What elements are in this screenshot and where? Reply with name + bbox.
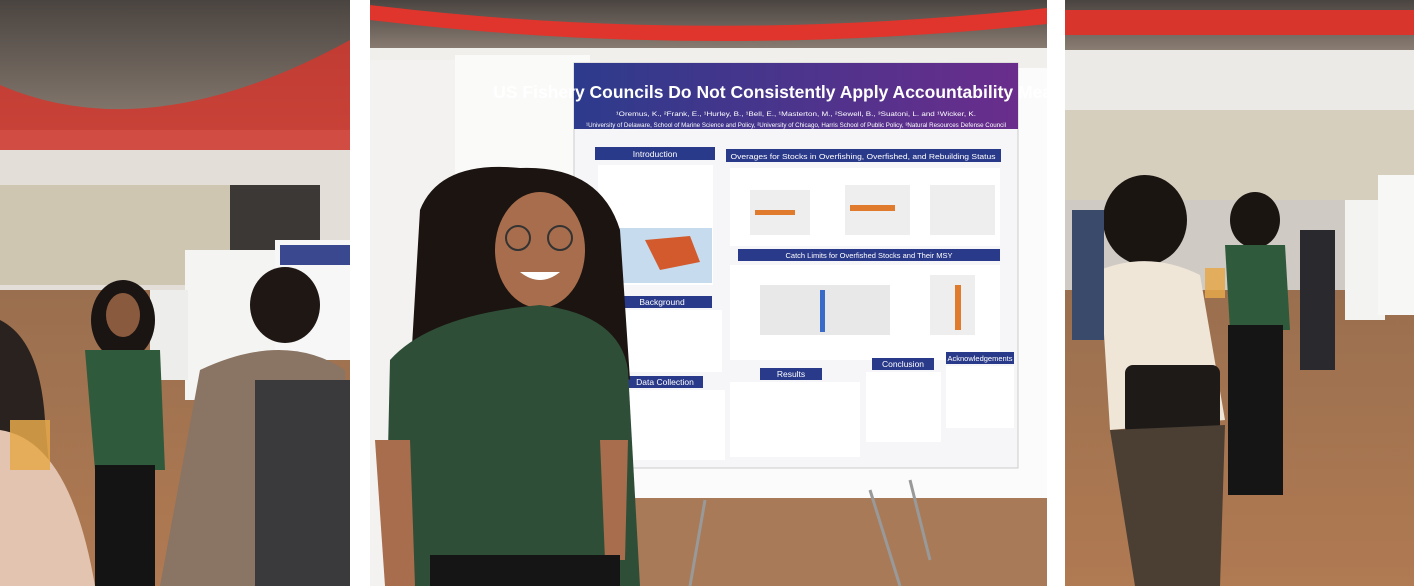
center-photo: US Fishery Councils Do Not Consistently … bbox=[370, 0, 1099, 586]
poster-title: US Fishery Councils Do Not Consistently … bbox=[493, 82, 1099, 102]
section-heading: Conclusion bbox=[882, 359, 924, 369]
section-heading: Overages for Stocks in Overfishing, Over… bbox=[731, 152, 996, 161]
poster-header bbox=[574, 63, 1018, 129]
section-heading: Acknowledgements bbox=[947, 354, 1012, 363]
poster-authors: ¹Oremus, K., ²Frank, E., ¹Hurley, B., ¹B… bbox=[616, 111, 976, 118]
left-photo bbox=[0, 0, 350, 586]
section-heading: Background bbox=[639, 297, 685, 307]
section-heading: Introduction bbox=[633, 149, 678, 159]
poster-affiliations: ¹University of Delaware, School of Marin… bbox=[586, 123, 1006, 129]
section-heading: Catch Limits for Overfished Stocks and T… bbox=[785, 251, 952, 260]
right-photo bbox=[1065, 0, 1414, 586]
section-heading: Results bbox=[777, 369, 805, 379]
section-heading: Data Collection bbox=[636, 377, 694, 387]
presenter bbox=[375, 166, 640, 586]
poster: US Fishery Councils Do Not Consistently … bbox=[493, 62, 1099, 469]
